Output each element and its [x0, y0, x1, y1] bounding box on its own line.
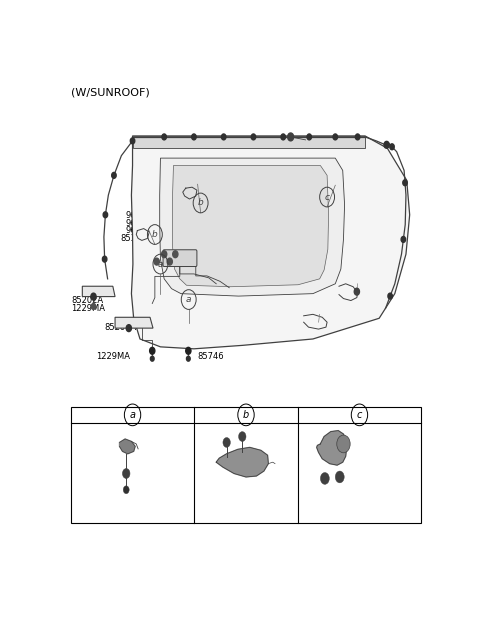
Circle shape — [126, 324, 132, 332]
Circle shape — [390, 144, 394, 150]
Text: a: a — [158, 260, 163, 269]
Polygon shape — [339, 284, 358, 301]
Polygon shape — [216, 447, 268, 477]
Polygon shape — [172, 166, 329, 287]
Circle shape — [337, 435, 350, 453]
Text: c: c — [357, 410, 362, 420]
Circle shape — [192, 134, 196, 140]
Text: 85454C: 85454C — [338, 477, 371, 486]
Circle shape — [401, 236, 406, 243]
Circle shape — [130, 138, 135, 144]
Text: a: a — [186, 295, 192, 304]
Text: 85454C: 85454C — [224, 427, 256, 436]
Polygon shape — [83, 286, 115, 296]
Polygon shape — [317, 431, 347, 465]
Circle shape — [251, 134, 256, 140]
Circle shape — [288, 133, 294, 141]
Text: 96230E: 96230E — [125, 219, 157, 228]
Text: b: b — [152, 230, 158, 239]
Text: 85746: 85746 — [198, 352, 224, 361]
Text: 1125DA: 1125DA — [358, 280, 391, 289]
Text: 85201A: 85201A — [105, 323, 137, 332]
Circle shape — [91, 303, 96, 309]
Text: 85332B: 85332B — [120, 234, 153, 243]
Text: 85345: 85345 — [359, 295, 385, 304]
Text: 96280F: 96280F — [125, 211, 156, 220]
Polygon shape — [136, 228, 149, 241]
Circle shape — [150, 356, 154, 361]
Circle shape — [223, 438, 230, 447]
Text: 85325D: 85325D — [318, 319, 351, 328]
Text: 1229MA: 1229MA — [71, 304, 105, 313]
Circle shape — [221, 134, 226, 140]
Text: b: b — [198, 198, 204, 207]
Circle shape — [403, 180, 407, 186]
Polygon shape — [304, 314, 327, 329]
Polygon shape — [160, 158, 345, 296]
Circle shape — [122, 468, 130, 479]
FancyBboxPatch shape — [163, 250, 197, 266]
Text: 1125AC: 1125AC — [358, 287, 390, 297]
Circle shape — [335, 471, 344, 483]
Text: 91630: 91630 — [203, 262, 230, 271]
Text: 85401: 85401 — [264, 191, 290, 200]
Circle shape — [167, 258, 172, 265]
Circle shape — [162, 134, 167, 140]
Text: (W/SUNROOF): (W/SUNROOF) — [71, 88, 150, 98]
Circle shape — [384, 141, 389, 148]
Circle shape — [102, 256, 107, 262]
Text: a: a — [130, 410, 135, 420]
Text: 1249LL: 1249LL — [78, 477, 108, 486]
Polygon shape — [132, 136, 365, 148]
Circle shape — [307, 134, 312, 140]
Circle shape — [239, 431, 246, 442]
Circle shape — [103, 212, 108, 218]
Circle shape — [354, 288, 360, 295]
Text: 96559A: 96559A — [125, 226, 157, 235]
Circle shape — [355, 134, 360, 140]
Text: 85202A: 85202A — [71, 296, 103, 305]
Circle shape — [154, 258, 159, 265]
Circle shape — [321, 472, 329, 484]
Text: 1339CD: 1339CD — [321, 298, 354, 307]
Text: 85454C: 85454C — [209, 440, 241, 449]
Circle shape — [186, 348, 191, 355]
Circle shape — [281, 134, 286, 140]
Circle shape — [150, 348, 155, 355]
Text: b: b — [243, 410, 249, 420]
Text: 1229MA: 1229MA — [96, 352, 131, 361]
Circle shape — [123, 486, 129, 493]
Text: 1327AC: 1327AC — [321, 305, 353, 314]
Text: c: c — [324, 193, 330, 202]
Circle shape — [112, 172, 116, 179]
Circle shape — [186, 356, 190, 361]
Circle shape — [333, 134, 337, 140]
Text: 85340J: 85340J — [315, 425, 344, 434]
Text: 1249LM: 1249LM — [78, 485, 111, 494]
Text: 85454C: 85454C — [321, 487, 353, 496]
Text: 85235: 85235 — [81, 440, 107, 449]
Polygon shape — [183, 187, 197, 199]
Polygon shape — [120, 439, 135, 454]
Text: 85333R: 85333R — [186, 193, 219, 202]
Circle shape — [388, 293, 392, 299]
Circle shape — [91, 293, 96, 300]
Polygon shape — [132, 136, 410, 349]
FancyBboxPatch shape — [71, 407, 421, 523]
Polygon shape — [115, 317, 153, 328]
Circle shape — [162, 251, 167, 258]
Text: 85340M: 85340M — [223, 499, 257, 508]
Circle shape — [173, 251, 178, 258]
